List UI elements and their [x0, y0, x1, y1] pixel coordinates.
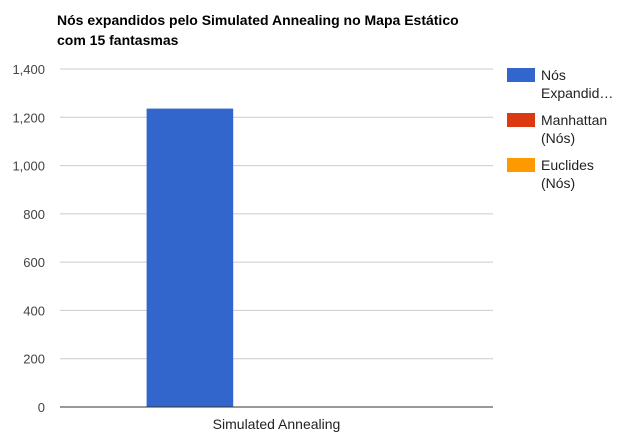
y-tick-label: 1,200 — [12, 110, 45, 125]
chart-title: Nós expandidos pelo Simulated Annealing … — [57, 12, 459, 48]
legend-label: (Nós) — [541, 130, 575, 146]
y-tick-label: 1,400 — [12, 62, 45, 77]
y-tick-label: 400 — [23, 303, 45, 318]
legend-label: Manhattan — [541, 112, 607, 128]
y-tick-label: 800 — [23, 207, 45, 222]
legend-swatch — [507, 158, 535, 172]
gridlines — [60, 68, 493, 360]
x-axis-category-labels: Simulated Annealing — [213, 416, 341, 432]
legend-label: Euclides — [541, 157, 594, 173]
legend-label: Nós — [541, 67, 566, 83]
legend: Nós Expandid… Manhattan (Nós) Euclides (Nós) — [507, 67, 613, 191]
y-tick-label: 200 — [23, 352, 45, 367]
chart-title-line-2: com 15 fantasmas — [57, 32, 179, 48]
y-tick-label: 600 — [23, 255, 45, 270]
legend-label: Expandid… — [541, 85, 613, 101]
y-tick-label: 1,000 — [12, 159, 45, 174]
legend-swatch — [507, 68, 535, 82]
legend-label: (Nós) — [541, 175, 575, 191]
y-axis-tick-labels: 0 200 400 600 800 1,000 1,200 1,400 — [12, 62, 45, 415]
legend-swatch — [507, 113, 535, 127]
bar — [146, 108, 234, 407]
bars — [146, 108, 234, 407]
y-tick-label: 0 — [38, 400, 45, 415]
x-category-label: Simulated Annealing — [213, 416, 341, 432]
chart-title-line-1: Nós expandidos pelo Simulated Annealing … — [57, 12, 459, 28]
